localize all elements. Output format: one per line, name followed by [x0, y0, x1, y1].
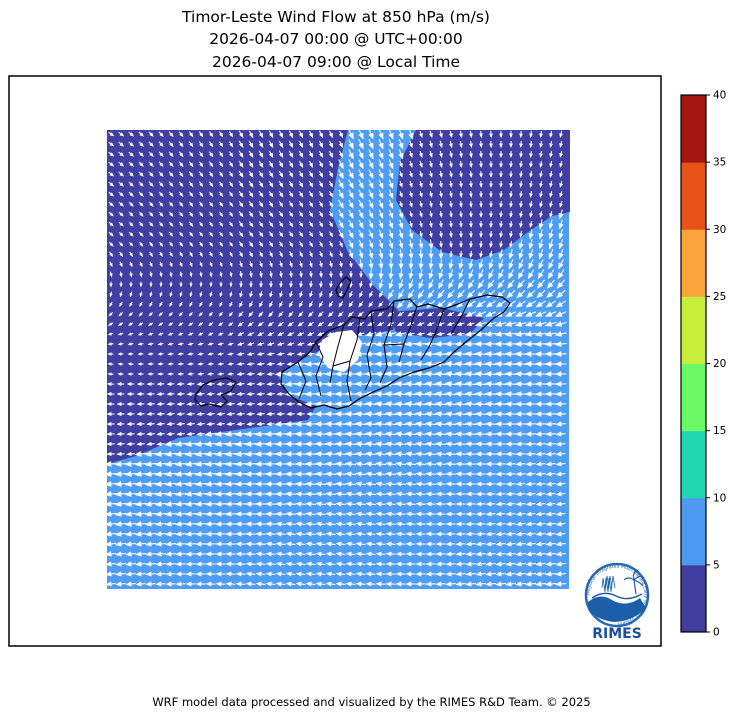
district-boundary: [383, 343, 405, 346]
colorbar-tick-label: 25: [713, 291, 726, 303]
footer-credit: WRF model data processed and visualized …: [152, 695, 591, 709]
logo-seismograph-lines: [607, 575, 616, 593]
district-boundary: [329, 324, 345, 384]
wind-speed-0-5-region: [396, 130, 570, 260]
oecusse-enclave-outline: [194, 377, 237, 408]
logo-wave-shape: [588, 596, 646, 622]
atauro-island-outline: [335, 276, 352, 299]
district-boundary: [364, 310, 375, 391]
colorbar: 0 5 10 15 20 25 30 35 40: [680, 90, 726, 639]
logo-seismograph-lines: [604, 575, 613, 593]
admin-boundaries: [194, 276, 511, 410]
colorbar-tick-label: 40: [713, 90, 726, 102]
rimes-logo: Regional Integrated Multi-Hazard Early W…: [584, 562, 650, 642]
wind-vectors-layer: [104, 128, 567, 587]
plot-title: Timor-Leste Wind Flow at 850 hPa (m/s) 2…: [0, 6, 672, 73]
colorbar-tick-label: 20: [713, 358, 726, 370]
plot-title-line3: 2026-04-07 09:00 @ Local Time: [211, 52, 461, 71]
wind-speed-0-5-region: [107, 130, 398, 464]
colorbar-segment-20-25: [681, 296, 706, 364]
colorbar-tick-label: 0: [713, 627, 720, 639]
district-boundary: [315, 341, 324, 397]
district-boundary: [420, 308, 445, 361]
logo-palm-tree: [623, 569, 645, 595]
colorbar-segment-25-30: [681, 229, 706, 297]
colorbar-segment-15-20: [681, 363, 706, 432]
district-boundary: [398, 305, 418, 363]
timor-island-coastline: [280, 294, 511, 410]
colorbar-tick-label: 5: [713, 559, 720, 571]
colorbar-segment-10-15: [681, 430, 706, 499]
wind-field: [107, 130, 570, 589]
logo-rimes-text: RIMES: [592, 626, 642, 642]
district-boundary: [332, 360, 351, 367]
colorbar-segment-35-40: [681, 95, 706, 163]
colorbar-segment-5-10: [681, 497, 706, 566]
colorbar-tick-label: 35: [713, 157, 726, 169]
colorbar-segment-0-5: [681, 564, 706, 633]
colorbar-tick-label: 15: [713, 425, 726, 437]
district-boundary: [297, 361, 307, 400]
terrain-masked-area: [318, 330, 362, 372]
district-boundary: [450, 298, 471, 335]
colorbar-tick-label: 30: [713, 224, 726, 236]
plot-title-line1: Timor-Leste Wind Flow at 850 hPa (m/s): [182, 8, 490, 26]
plot-title-line2: 2026-04-07 00:00 @ UTC+00:00: [209, 30, 463, 49]
logo-seismograph-lines: [601, 575, 610, 593]
colorbar-segment-30-35: [681, 162, 706, 230]
colorbar-tick-label: 10: [713, 492, 726, 504]
